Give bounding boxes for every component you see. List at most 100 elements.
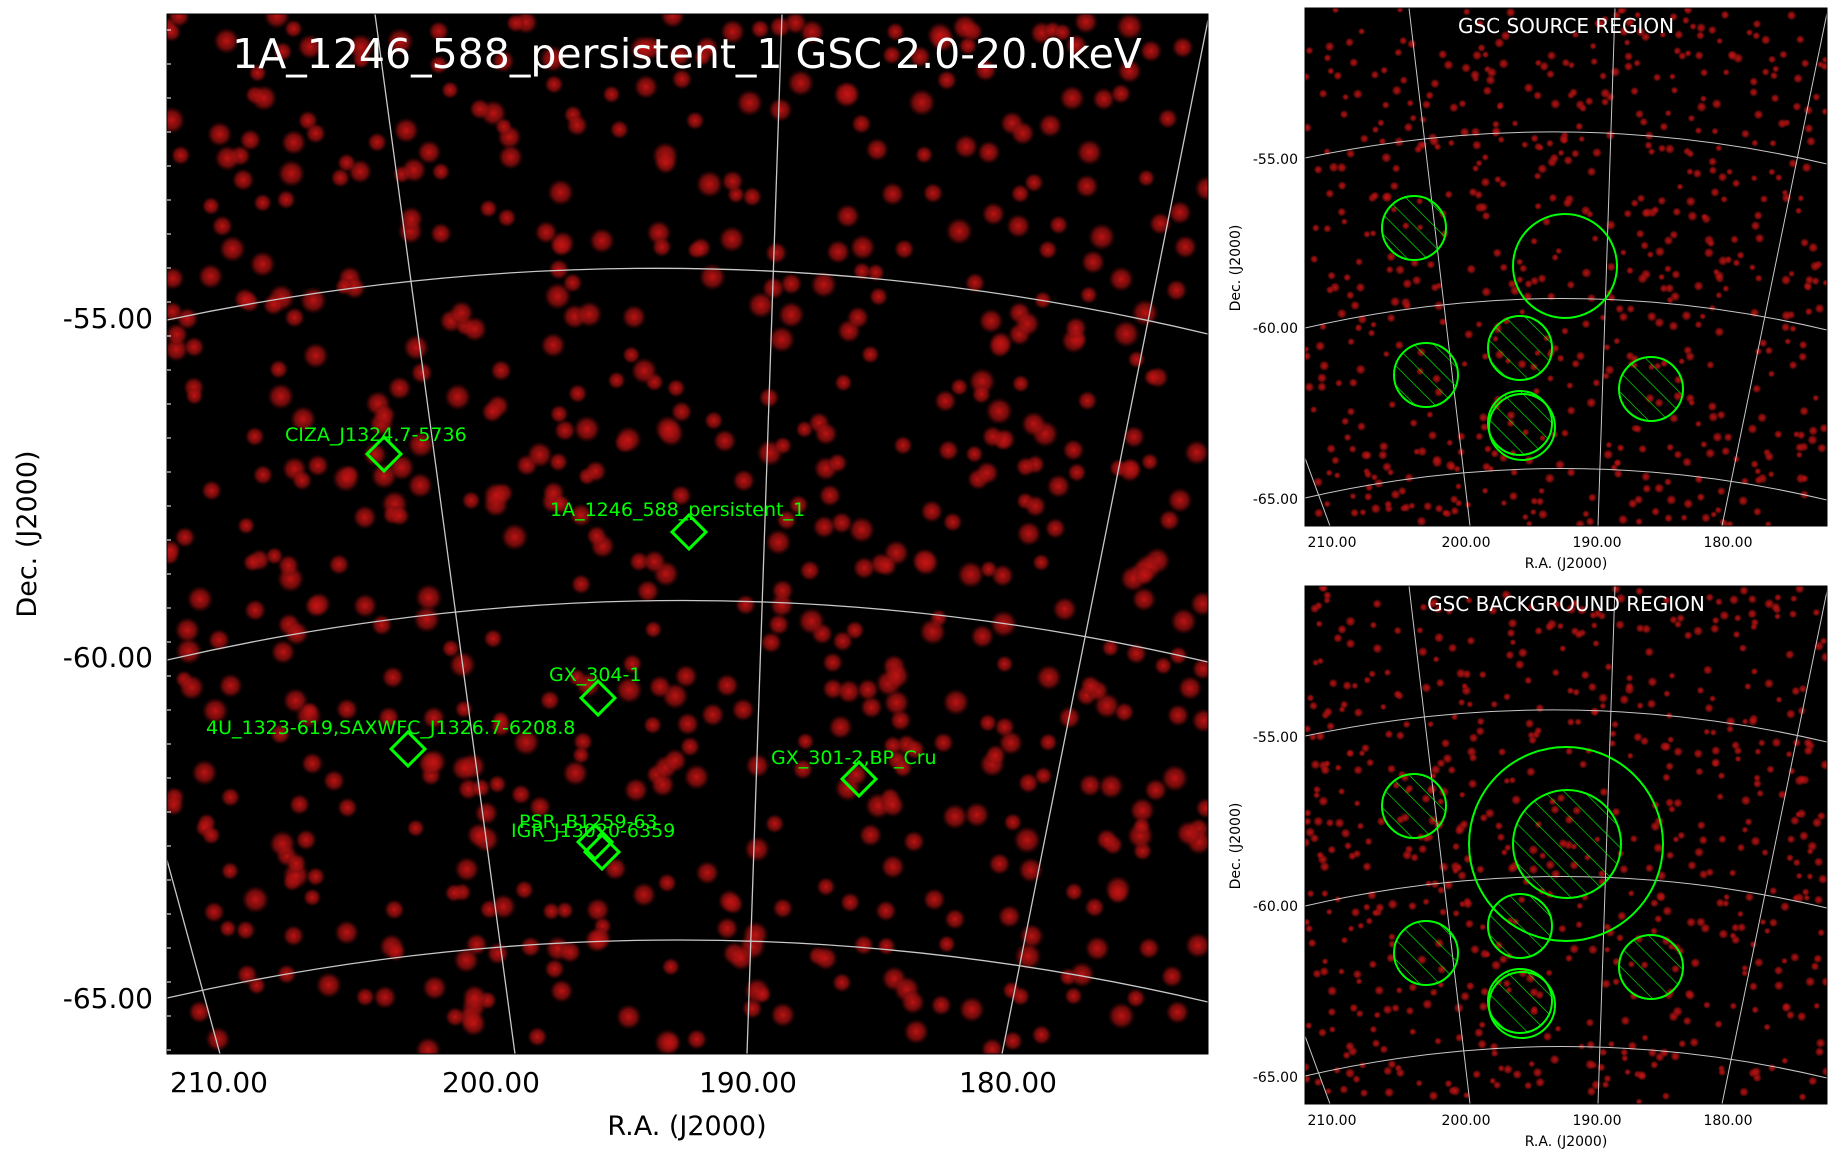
ra-grid-line	[746, 14, 783, 1054]
photon-spot	[1013, 826, 1042, 855]
photon-spot	[1752, 384, 1762, 394]
photon-spot	[1788, 360, 1798, 370]
photon-spot	[1461, 682, 1469, 690]
photon-spot	[1343, 273, 1352, 282]
excluded-region	[1488, 971, 1556, 1039]
source-panel-regions	[1381, 195, 1684, 461]
photon-spot	[1357, 922, 1365, 930]
photon-spot	[1356, 421, 1367, 432]
photon-spot	[1084, 896, 1105, 918]
photon-spot	[1696, 820, 1706, 830]
photon-spot	[1327, 271, 1337, 281]
photon-spot	[1651, 507, 1661, 517]
photon-spot	[352, 593, 378, 619]
photon-spot	[1488, 605, 1498, 616]
photon-spot	[846, 306, 870, 329]
photon-spot	[1422, 897, 1430, 906]
photon-spot	[1115, 14, 1144, 41]
photon-spot	[1800, 58, 1810, 68]
photon-spot	[1339, 700, 1349, 709]
photon-spot	[1739, 586, 1749, 596]
photon-spot	[1592, 378, 1601, 388]
photon-spot	[1666, 443, 1675, 452]
photon-spot	[483, 482, 510, 509]
photon-spot	[1305, 1062, 1311, 1072]
photon-spot	[1098, 773, 1125, 800]
photon-spot	[839, 891, 861, 913]
photon-spot	[1649, 898, 1659, 908]
photon-spot	[1769, 886, 1778, 896]
photon-spot	[1167, 487, 1193, 514]
photon-spot	[1665, 850, 1675, 860]
photon-spot	[1110, 83, 1132, 105]
photon-spot	[267, 382, 295, 410]
photon-spot	[1131, 586, 1157, 612]
photon-spot	[1529, 508, 1537, 516]
photon-spot	[1020, 411, 1047, 437]
photon-spot	[1505, 8, 1516, 18]
photon-spot	[1317, 1027, 1328, 1038]
photon-spot	[1820, 651, 1827, 663]
photon-spot	[1481, 286, 1492, 298]
photon-spot	[1774, 593, 1782, 602]
photon-spot	[1813, 894, 1824, 905]
photon-spot	[1444, 190, 1454, 199]
photon-spot	[1167, 200, 1192, 225]
photon-spot	[1053, 23, 1072, 42]
photon-spot	[1339, 1084, 1349, 1095]
photon-spot	[1545, 139, 1555, 148]
photon-spot	[460, 1010, 487, 1037]
photon-spot	[1554, 1025, 1562, 1033]
photon-spot	[220, 861, 240, 881]
photon-spot	[1798, 340, 1808, 350]
photon-spot	[1714, 506, 1723, 514]
ra-grid-line	[1408, 586, 1471, 1104]
photon-spot	[1741, 717, 1749, 726]
photon-spot	[853, 934, 875, 956]
photon-spot	[836, 679, 862, 704]
photon-spot	[461, 316, 488, 342]
photon-spot	[422, 975, 448, 1001]
photon-spot	[799, 19, 825, 45]
photon-spot	[1817, 873, 1827, 885]
photon-spot	[1481, 461, 1492, 472]
photon-spot	[1661, 741, 1672, 752]
photon-spot	[1326, 67, 1335, 75]
photon-spot	[1545, 69, 1556, 79]
photon-spot	[494, 117, 513, 136]
photon-spot	[852, 261, 872, 281]
photon-spot	[1736, 843, 1746, 852]
photon-spot	[1741, 826, 1749, 834]
source-label-gx301: GX_301-2,BP_Cru	[771, 747, 937, 769]
photon-spot	[1753, 774, 1762, 782]
photon-spot	[1323, 224, 1332, 233]
photon-spot	[1334, 379, 1343, 388]
photon-spot	[1355, 1009, 1364, 1018]
photon-spot	[1668, 320, 1679, 332]
photon-spot	[283, 620, 310, 646]
photon-spot	[1693, 280, 1704, 292]
photon-spot	[1139, 39, 1163, 63]
photon-spot	[1456, 431, 1466, 442]
photon-spot	[1613, 337, 1621, 345]
photon-spot	[1419, 603, 1428, 612]
photon-spot	[1812, 608, 1821, 617]
photon-spot	[1372, 598, 1383, 609]
photon-spot	[1333, 471, 1341, 480]
photon-spot	[875, 899, 897, 922]
photon-spot	[1599, 787, 1609, 797]
background-panel-regions	[1381, 746, 1684, 1039]
photon-spot	[1305, 122, 1313, 133]
photon-spot	[1349, 508, 1360, 518]
photon-spot	[1728, 868, 1737, 877]
photon-spot	[1820, 61, 1827, 71]
photon-spot	[1754, 476, 1763, 485]
photon-spot	[1585, 1018, 1595, 1028]
photon-spot	[1786, 10, 1797, 21]
photon-spot	[1677, 51, 1687, 61]
photon-spot	[1603, 946, 1611, 954]
photon-spot	[1403, 122, 1414, 133]
photon-spot	[984, 744, 1007, 766]
photon-spot	[1490, 449, 1500, 459]
photon-spot	[1477, 43, 1486, 53]
